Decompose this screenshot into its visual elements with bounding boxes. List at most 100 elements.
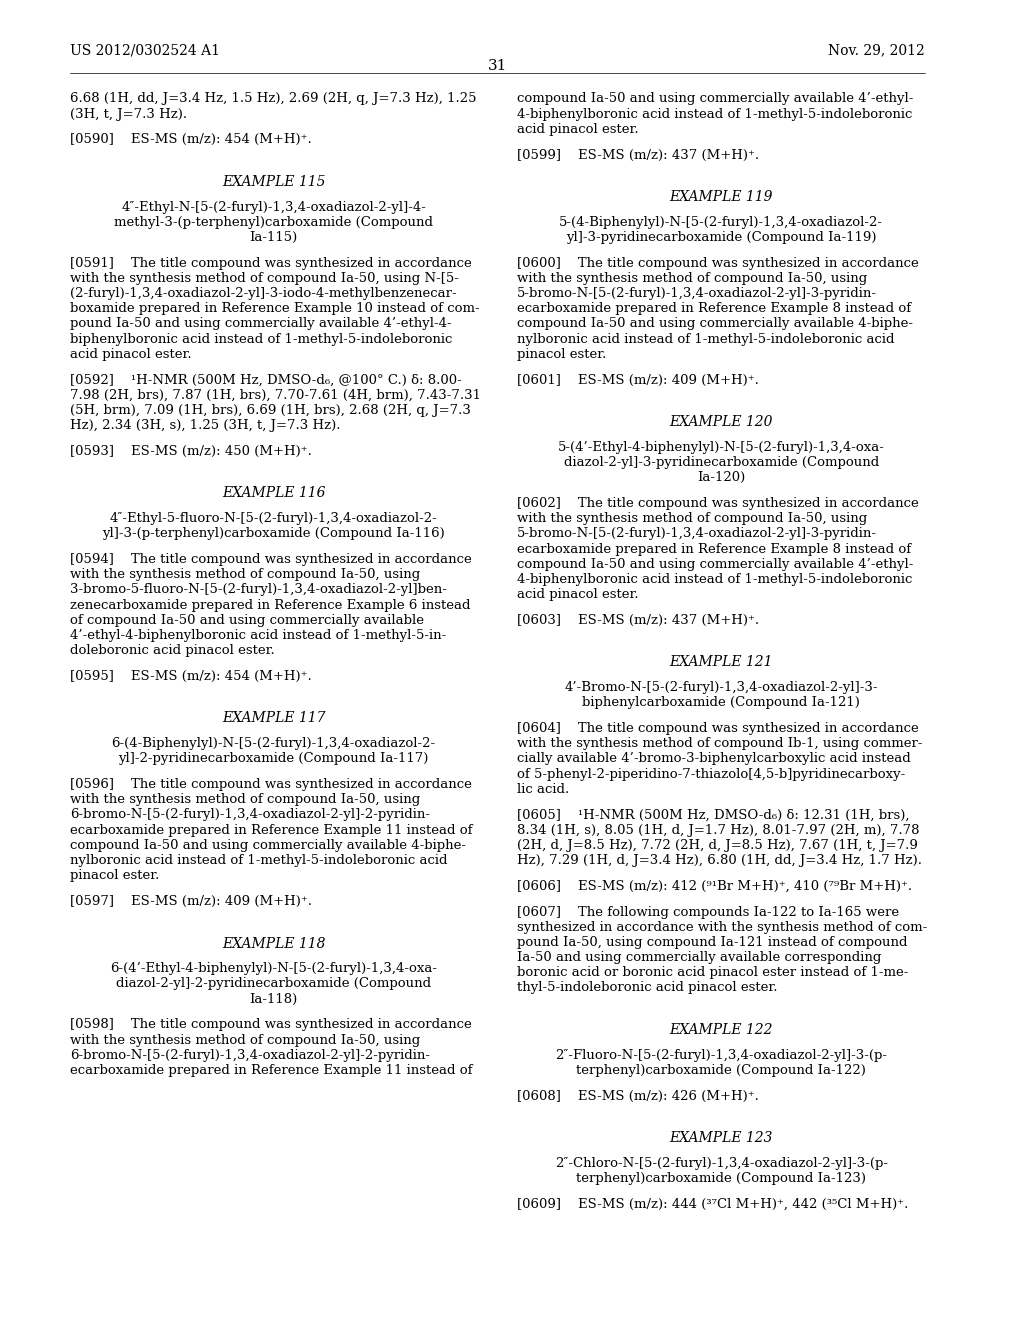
Text: pinacol ester.: pinacol ester. bbox=[517, 347, 606, 360]
Text: 4-biphenylboronic acid instead of 1-methyl-5-indoleboronic: 4-biphenylboronic acid instead of 1-meth… bbox=[517, 107, 912, 120]
Text: Ia-50 and using commercially available corresponding: Ia-50 and using commercially available c… bbox=[517, 950, 882, 964]
Text: 6-(4-Biphenylyl)-N-[5-(2-furyl)-1,3,4-oxadiazol-2-: 6-(4-Biphenylyl)-N-[5-(2-furyl)-1,3,4-ox… bbox=[112, 737, 435, 750]
Text: EXAMPLE 115: EXAMPLE 115 bbox=[222, 174, 326, 189]
Text: acid pinacol ester.: acid pinacol ester. bbox=[70, 347, 191, 360]
Text: synthesized in accordance with the synthesis method of com-: synthesized in accordance with the synth… bbox=[517, 920, 928, 933]
Text: 4-biphenylboronic acid instead of 1-methyl-5-indoleboronic: 4-biphenylboronic acid instead of 1-meth… bbox=[517, 573, 912, 586]
Text: [0607]    The following compounds Ia-122 to Ia-165 were: [0607] The following compounds Ia-122 to… bbox=[517, 906, 899, 919]
Text: Ia-120): Ia-120) bbox=[697, 471, 745, 484]
Text: 31: 31 bbox=[487, 59, 507, 74]
Text: boxamide prepared in Reference Example 10 instead of com-: boxamide prepared in Reference Example 1… bbox=[70, 302, 479, 315]
Text: nylboronic acid instead of 1-methyl-5-indoleboronic acid: nylboronic acid instead of 1-methyl-5-in… bbox=[70, 854, 447, 867]
Text: of 5-phenyl-2-piperidino-7-thiazolo[4,5-b]pyridinecarboxy-: of 5-phenyl-2-piperidino-7-thiazolo[4,5-… bbox=[517, 767, 905, 780]
Text: yl]-3-(p-terphenyl)carboxamide (Compound Ia-116): yl]-3-(p-terphenyl)carboxamide (Compound… bbox=[102, 527, 444, 540]
Text: biphenylboronic acid instead of 1-methyl-5-indoleboronic: biphenylboronic acid instead of 1-methyl… bbox=[70, 333, 452, 346]
Text: of compound Ia-50 and using commercially available: of compound Ia-50 and using commercially… bbox=[70, 614, 424, 627]
Text: diazol-2-yl]-2-pyridinecarboxamide (Compound: diazol-2-yl]-2-pyridinecarboxamide (Comp… bbox=[116, 977, 431, 990]
Text: [0603]    ES-MS (m/z): 437 (M+H)⁺.: [0603] ES-MS (m/z): 437 (M+H)⁺. bbox=[517, 614, 760, 627]
Text: yl]-2-pyridinecarboxamide (Compound Ia-117): yl]-2-pyridinecarboxamide (Compound Ia-1… bbox=[119, 752, 429, 766]
Text: terphenyl)carboxamide (Compound Ia-122): terphenyl)carboxamide (Compound Ia-122) bbox=[577, 1064, 866, 1077]
Text: compound Ia-50 and using commercially available 4’-ethyl-: compound Ia-50 and using commercially av… bbox=[517, 92, 913, 106]
Text: nylboronic acid instead of 1-methyl-5-indoleboronic acid: nylboronic acid instead of 1-methyl-5-in… bbox=[517, 333, 895, 346]
Text: [0598]    The title compound was synthesized in accordance: [0598] The title compound was synthesize… bbox=[70, 1018, 471, 1031]
Text: Ia-118): Ia-118) bbox=[250, 993, 298, 1006]
Text: 6-bromo-N-[5-(2-furyl)-1,3,4-oxadiazol-2-yl]-2-pyridin-: 6-bromo-N-[5-(2-furyl)-1,3,4-oxadiazol-2… bbox=[70, 808, 430, 821]
Text: 6.68 (1H, dd, J=3.4 Hz, 1.5 Hz), 2.69 (2H, q, J=7.3 Hz), 1.25: 6.68 (1H, dd, J=3.4 Hz, 1.5 Hz), 2.69 (2… bbox=[70, 92, 476, 106]
Text: (2-furyl)-1,3,4-oxadiazol-2-yl]-3-iodo-4-methylbenzenecar-: (2-furyl)-1,3,4-oxadiazol-2-yl]-3-iodo-4… bbox=[70, 286, 457, 300]
Text: Hz), 7.29 (1H, d, J=3.4 Hz), 6.80 (1H, dd, J=3.4 Hz, 1.7 Hz).: Hz), 7.29 (1H, d, J=3.4 Hz), 6.80 (1H, d… bbox=[517, 854, 923, 867]
Text: with the synthesis method of compound Ib-1, using commer-: with the synthesis method of compound Ib… bbox=[517, 737, 923, 750]
Text: with the synthesis method of compound Ia-50, using: with the synthesis method of compound Ia… bbox=[70, 793, 420, 807]
Text: [0590]    ES-MS (m/z): 454 (M+H)⁺.: [0590] ES-MS (m/z): 454 (M+H)⁺. bbox=[70, 133, 311, 147]
Text: pinacol ester.: pinacol ester. bbox=[70, 869, 159, 882]
Text: compound Ia-50 and using commercially available 4’-ethyl-: compound Ia-50 and using commercially av… bbox=[517, 557, 913, 570]
Text: compound Ia-50 and using commercially available 4-biphe-: compound Ia-50 and using commercially av… bbox=[517, 317, 913, 330]
Text: [0600]    The title compound was synthesized in accordance: [0600] The title compound was synthesize… bbox=[517, 256, 919, 269]
Text: EXAMPLE 118: EXAMPLE 118 bbox=[222, 936, 326, 950]
Text: [0609]    ES-MS (m/z): 444 (³⁷Cl M+H)⁺, 442 (³⁵Cl M+H)⁺.: [0609] ES-MS (m/z): 444 (³⁷Cl M+H)⁺, 442… bbox=[517, 1197, 908, 1210]
Text: 4’-Bromo-N-[5-(2-furyl)-1,3,4-oxadiazol-2-yl]-3-: 4’-Bromo-N-[5-(2-furyl)-1,3,4-oxadiazol-… bbox=[564, 681, 878, 694]
Text: Ia-115): Ia-115) bbox=[250, 231, 298, 244]
Text: 4″-Ethyl-5-fluoro-N-[5-(2-furyl)-1,3,4-oxadiazol-2-: 4″-Ethyl-5-fluoro-N-[5-(2-furyl)-1,3,4-o… bbox=[110, 512, 437, 525]
Text: (3H, t, J=7.3 Hz).: (3H, t, J=7.3 Hz). bbox=[70, 107, 186, 120]
Text: (5H, brm), 7.09 (1H, brs), 6.69 (1H, brs), 2.68 (2H, q, J=7.3: (5H, brm), 7.09 (1H, brs), 6.69 (1H, brs… bbox=[70, 404, 470, 417]
Text: lic acid.: lic acid. bbox=[517, 783, 569, 796]
Text: EXAMPLE 121: EXAMPLE 121 bbox=[670, 655, 773, 669]
Text: with the synthesis method of compound Ia-50, using N-[5-: with the synthesis method of compound Ia… bbox=[70, 272, 459, 285]
Text: [0606]    ES-MS (m/z): 412 (⁹¹Br M+H)⁺, 410 (⁷⁹Br M+H)⁺.: [0606] ES-MS (m/z): 412 (⁹¹Br M+H)⁺, 410… bbox=[517, 879, 912, 892]
Text: pound Ia-50, using compound Ia-121 instead of compound: pound Ia-50, using compound Ia-121 inste… bbox=[517, 936, 907, 949]
Text: methyl-3-(p-terphenyl)carboxamide (Compound: methyl-3-(p-terphenyl)carboxamide (Compo… bbox=[114, 215, 433, 228]
Text: [0599]    ES-MS (m/z): 437 (M+H)⁺.: [0599] ES-MS (m/z): 437 (M+H)⁺. bbox=[517, 148, 760, 161]
Text: yl]-3-pyridinecarboxamide (Compound Ia-119): yl]-3-pyridinecarboxamide (Compound Ia-1… bbox=[566, 231, 877, 244]
Text: with the synthesis method of compound Ia-50, using: with the synthesis method of compound Ia… bbox=[70, 1034, 420, 1047]
Text: [0593]    ES-MS (m/z): 450 (M+H)⁺.: [0593] ES-MS (m/z): 450 (M+H)⁺. bbox=[70, 445, 311, 458]
Text: ecarboxamide prepared in Reference Example 11 instead of: ecarboxamide prepared in Reference Examp… bbox=[70, 824, 472, 837]
Text: [0594]    The title compound was synthesized in accordance: [0594] The title compound was synthesize… bbox=[70, 553, 471, 566]
Text: 6-bromo-N-[5-(2-furyl)-1,3,4-oxadiazol-2-yl]-2-pyridin-: 6-bromo-N-[5-(2-furyl)-1,3,4-oxadiazol-2… bbox=[70, 1048, 430, 1061]
Text: 4″-Ethyl-N-[5-(2-furyl)-1,3,4-oxadiazol-2-yl]-4-: 4″-Ethyl-N-[5-(2-furyl)-1,3,4-oxadiazol-… bbox=[121, 201, 426, 214]
Text: 5-(4’-Ethyl-4-biphenylyl)-N-[5-(2-furyl)-1,3,4-oxa-: 5-(4’-Ethyl-4-biphenylyl)-N-[5-(2-furyl)… bbox=[558, 441, 885, 454]
Text: boronic acid or boronic acid pinacol ester instead of 1-me-: boronic acid or boronic acid pinacol est… bbox=[517, 966, 908, 979]
Text: 4’-ethyl-4-biphenylboronic acid instead of 1-methyl-5-in-: 4’-ethyl-4-biphenylboronic acid instead … bbox=[70, 628, 445, 642]
Text: [0595]    ES-MS (m/z): 454 (M+H)⁺.: [0595] ES-MS (m/z): 454 (M+H)⁺. bbox=[70, 669, 311, 682]
Text: EXAMPLE 122: EXAMPLE 122 bbox=[670, 1023, 773, 1038]
Text: [0608]    ES-MS (m/z): 426 (M+H)⁺.: [0608] ES-MS (m/z): 426 (M+H)⁺. bbox=[517, 1089, 759, 1102]
Text: 5-(4-Biphenylyl)-N-[5-(2-furyl)-1,3,4-oxadiazol-2-: 5-(4-Biphenylyl)-N-[5-(2-furyl)-1,3,4-ox… bbox=[559, 215, 883, 228]
Text: 8.34 (1H, s), 8.05 (1H, d, J=1.7 Hz), 8.01-7.97 (2H, m), 7.78: 8.34 (1H, s), 8.05 (1H, d, J=1.7 Hz), 8.… bbox=[517, 824, 920, 837]
Text: [0605]    ¹H-NMR (500M Hz, DMSO-d₆) δ: 12.31 (1H, brs),: [0605] ¹H-NMR (500M Hz, DMSO-d₆) δ: 12.3… bbox=[517, 808, 909, 821]
Text: acid pinacol ester.: acid pinacol ester. bbox=[517, 123, 639, 136]
Text: terphenyl)carboxamide (Compound Ia-123): terphenyl)carboxamide (Compound Ia-123) bbox=[577, 1172, 866, 1185]
Text: ecarboxamide prepared in Reference Example 8 instead of: ecarboxamide prepared in Reference Examp… bbox=[517, 543, 911, 556]
Text: [0592]    ¹H-NMR (500M Hz, DMSO-d₆, @100° C.) δ: 8.00-: [0592] ¹H-NMR (500M Hz, DMSO-d₆, @100° C… bbox=[70, 374, 462, 387]
Text: EXAMPLE 119: EXAMPLE 119 bbox=[670, 190, 773, 205]
Text: ecarboxamide prepared in Reference Example 8 instead of: ecarboxamide prepared in Reference Examp… bbox=[517, 302, 911, 315]
Text: EXAMPLE 123: EXAMPLE 123 bbox=[670, 1131, 773, 1146]
Text: US 2012/0302524 A1: US 2012/0302524 A1 bbox=[70, 44, 219, 58]
Text: [0596]    The title compound was synthesized in accordance: [0596] The title compound was synthesize… bbox=[70, 777, 471, 791]
Text: Nov. 29, 2012: Nov. 29, 2012 bbox=[828, 44, 925, 58]
Text: EXAMPLE 120: EXAMPLE 120 bbox=[670, 414, 773, 429]
Text: doleboronic acid pinacol ester.: doleboronic acid pinacol ester. bbox=[70, 644, 274, 657]
Text: biphenylcarboxamide (Compound Ia-121): biphenylcarboxamide (Compound Ia-121) bbox=[583, 696, 860, 709]
Text: pound Ia-50 and using commercially available 4’-ethyl-4-: pound Ia-50 and using commercially avail… bbox=[70, 317, 452, 330]
Text: [0601]    ES-MS (m/z): 409 (M+H)⁺.: [0601] ES-MS (m/z): 409 (M+H)⁺. bbox=[517, 374, 759, 387]
Text: [0604]    The title compound was synthesized in accordance: [0604] The title compound was synthesize… bbox=[517, 722, 919, 735]
Text: 5-bromo-N-[5-(2-furyl)-1,3,4-oxadiazol-2-yl]-3-pyridin-: 5-bromo-N-[5-(2-furyl)-1,3,4-oxadiazol-2… bbox=[517, 527, 878, 540]
Text: 2″-Chloro-N-[5-(2-furyl)-1,3,4-oxadiazol-2-yl]-3-(p-: 2″-Chloro-N-[5-(2-furyl)-1,3,4-oxadiazol… bbox=[555, 1156, 888, 1170]
Text: [0591]    The title compound was synthesized in accordance: [0591] The title compound was synthesize… bbox=[70, 256, 471, 269]
Text: with the synthesis method of compound Ia-50, using: with the synthesis method of compound Ia… bbox=[517, 512, 867, 525]
Text: [0602]    The title compound was synthesized in accordance: [0602] The title compound was synthesize… bbox=[517, 496, 919, 510]
Text: EXAMPLE 116: EXAMPLE 116 bbox=[222, 486, 326, 500]
Text: with the synthesis method of compound Ia-50, using: with the synthesis method of compound Ia… bbox=[70, 568, 420, 581]
Text: with the synthesis method of compound Ia-50, using: with the synthesis method of compound Ia… bbox=[517, 272, 867, 285]
Text: 2″-Fluoro-N-[5-(2-furyl)-1,3,4-oxadiazol-2-yl]-3-(p-: 2″-Fluoro-N-[5-(2-furyl)-1,3,4-oxadiazol… bbox=[555, 1048, 887, 1061]
Text: compound Ia-50 and using commercially available 4-biphe-: compound Ia-50 and using commercially av… bbox=[70, 838, 466, 851]
Text: diazol-2-yl]-3-pyridinecarboxamide (Compound: diazol-2-yl]-3-pyridinecarboxamide (Comp… bbox=[563, 455, 879, 469]
Text: 5-bromo-N-[5-(2-furyl)-1,3,4-oxadiazol-2-yl]-3-pyridin-: 5-bromo-N-[5-(2-furyl)-1,3,4-oxadiazol-2… bbox=[517, 286, 878, 300]
Text: [0597]    ES-MS (m/z): 409 (M+H)⁺.: [0597] ES-MS (m/z): 409 (M+H)⁺. bbox=[70, 895, 311, 908]
Text: (2H, d, J=8.5 Hz), 7.72 (2H, d, J=8.5 Hz), 7.67 (1H, t, J=7.9: (2H, d, J=8.5 Hz), 7.72 (2H, d, J=8.5 Hz… bbox=[517, 838, 919, 851]
Text: 7.98 (2H, brs), 7.87 (1H, brs), 7.70-7.61 (4H, brm), 7.43-7.31: 7.98 (2H, brs), 7.87 (1H, brs), 7.70-7.6… bbox=[70, 388, 480, 401]
Text: cially available 4’-bromo-3-biphenylcarboxylic acid instead: cially available 4’-bromo-3-biphenylcarb… bbox=[517, 752, 911, 766]
Text: 6-(4’-Ethyl-4-biphenylyl)-N-[5-(2-furyl)-1,3,4-oxa-: 6-(4’-Ethyl-4-biphenylyl)-N-[5-(2-furyl)… bbox=[110, 962, 437, 975]
Text: thyl-5-indoleboronic acid pinacol ester.: thyl-5-indoleboronic acid pinacol ester. bbox=[517, 981, 778, 994]
